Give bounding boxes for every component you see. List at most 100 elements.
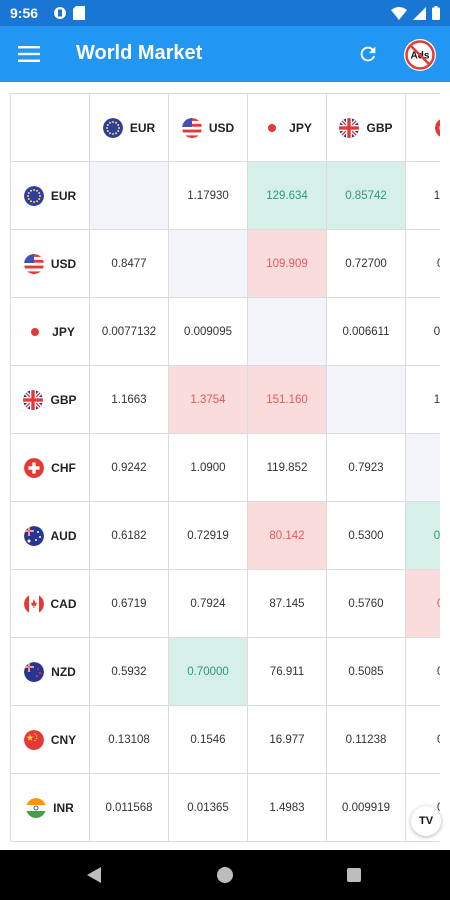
row-header-usd[interactable]: USD <box>11 230 90 298</box>
rate-cell[interactable]: 0.006611 <box>327 298 406 366</box>
rate-cell[interactable]: 119.852 <box>248 434 327 502</box>
rate-cell[interactable]: 0.009095 <box>169 298 248 366</box>
rate-cell[interactable]: 0.01365 <box>169 774 248 842</box>
rate-cell[interactable]: 0.6182 <box>90 502 169 570</box>
currency-code: USD <box>208 120 235 135</box>
refresh-icon[interactable] <box>354 40 382 68</box>
rate-cell[interactable]: 0.5085 <box>327 638 406 706</box>
rate-cell[interactable]: 0.1 <box>406 706 440 774</box>
column-header-jpy[interactable]: JPY <box>248 94 327 162</box>
rate-cell[interactable]: 0.0 <box>406 774 440 842</box>
rate-cell[interactable]: 0.1546 <box>169 706 248 774</box>
no-ads-icon[interactable]: Ads <box>403 38 437 72</box>
row-header-eur[interactable]: EUR <box>11 162 90 230</box>
status-time: 9:56 <box>10 5 39 21</box>
currency-code: NZD <box>51 664 76 679</box>
rate-cell[interactable]: 1.4983 <box>248 774 327 842</box>
diagonal-cell[interactable] <box>406 434 440 502</box>
row-header-cny[interactable]: CNY <box>11 706 90 774</box>
rate-cell[interactable]: 0.5300 <box>327 502 406 570</box>
row-header-inr[interactable]: INR <box>11 774 90 842</box>
row-header-aud[interactable]: AUD <box>11 502 90 570</box>
diagonal-cell[interactable] <box>169 230 248 298</box>
rate-cell[interactable]: 16.977 <box>248 706 327 774</box>
us-flag-icon <box>23 253 44 274</box>
rate-cell[interactable]: 0.5932 <box>90 638 169 706</box>
rate-cell[interactable]: 76.911 <box>248 638 327 706</box>
rate-cell[interactable]: 0.7923 <box>327 434 406 502</box>
recent-apps-icon[interactable] <box>347 868 361 882</box>
rate-cell[interactable]: 0.8477 <box>90 230 169 298</box>
rate-cell[interactable]: 0.9 <box>406 230 440 298</box>
system-nav-bar <box>0 850 450 900</box>
rate-cell[interactable]: 0.011568 <box>90 774 169 842</box>
currency-code: GBP <box>50 392 77 407</box>
rate-cell[interactable]: 0.66 <box>406 502 440 570</box>
currency-code: CHF <box>51 460 76 475</box>
row-header-nzd[interactable]: NZD <box>11 638 90 706</box>
jp-flag-icon <box>262 117 283 138</box>
rate-cell[interactable]: 0.9242 <box>90 434 169 502</box>
rate-cell[interactable]: 1.08 <box>406 162 440 230</box>
rate-cell[interactable]: 151.160 <box>248 366 327 434</box>
rate-cell[interactable]: 0.70000 <box>169 638 248 706</box>
ch-flag-icon <box>435 118 440 138</box>
diagonal-cell[interactable] <box>90 162 169 230</box>
app-title: World Market <box>76 42 203 64</box>
wifi-icon <box>391 6 407 20</box>
rate-cell[interactable]: 1.0900 <box>169 434 248 502</box>
row-header-cad[interactable]: CAD <box>11 570 90 638</box>
rate-cell[interactable]: 0.6 <box>406 638 440 706</box>
rate-cell[interactable]: 0.11238 <box>327 706 406 774</box>
rate-cell[interactable]: 80.142 <box>248 502 327 570</box>
rate-cell[interactable]: 0.009919 <box>327 774 406 842</box>
column-header-eur[interactable]: EUR <box>90 94 169 162</box>
currency-grid[interactable]: EUR USD JPY GBP EUR 1.17930129.6340.857421.08… <box>10 93 440 850</box>
eu-flag-icon <box>23 185 44 206</box>
rate-cell[interactable]: 129.634 <box>248 162 327 230</box>
rate-cell[interactable]: 0.6719 <box>90 570 169 638</box>
rate-cell[interactable]: 0.7 <box>406 570 440 638</box>
menu-icon[interactable] <box>14 40 44 68</box>
home-icon[interactable] <box>217 867 233 883</box>
rate-cell[interactable]: 0.13108 <box>90 706 169 774</box>
header-row: EUR USD JPY GBP <box>11 94 440 162</box>
column-header-chf[interactable] <box>406 94 440 162</box>
rate-cell[interactable]: 109.909 <box>248 230 327 298</box>
rate-cell[interactable]: 87.145 <box>248 570 327 638</box>
rate-cell[interactable]: 0.00 <box>406 298 440 366</box>
rate-cell[interactable]: 0.72919 <box>169 502 248 570</box>
app-bar: World Market Ads <box>0 26 450 82</box>
column-header-usd[interactable]: USD <box>169 94 248 162</box>
rate-cell[interactable]: 0.0077132 <box>90 298 169 366</box>
row-header-jpy[interactable]: JPY <box>11 298 90 366</box>
diagonal-cell[interactable] <box>248 298 327 366</box>
rate-cell[interactable]: 0.72700 <box>327 230 406 298</box>
row-header-chf[interactable]: CHF <box>11 434 90 502</box>
row-header-gbp[interactable]: GBP <box>11 366 90 434</box>
rate-cell[interactable]: 0.5760 <box>327 570 406 638</box>
ch-flag-icon <box>24 457 45 478</box>
currency-code: EUR <box>50 188 77 203</box>
back-icon[interactable] <box>86 866 102 884</box>
rate-cell[interactable]: 1.3754 <box>169 366 248 434</box>
rate-cell[interactable]: 1.26 <box>406 366 440 434</box>
rate-cell[interactable]: 0.85742 <box>327 162 406 230</box>
tradingview-badge[interactable]: TV <box>411 806 441 836</box>
corner-cell <box>11 94 90 162</box>
currency-code: JPY <box>52 324 75 339</box>
ca-flag-icon <box>23 593 44 614</box>
rate-cell[interactable]: 1.1663 <box>90 366 169 434</box>
rate-cell[interactable]: 0.7924 <box>169 570 248 638</box>
currency-code: GBP <box>366 120 393 135</box>
rate-cell[interactable]: 1.17930 <box>169 162 248 230</box>
diagonal-cell[interactable] <box>327 366 406 434</box>
gb-flag-icon <box>339 117 360 138</box>
column-header-gbp[interactable]: GBP <box>327 94 406 162</box>
